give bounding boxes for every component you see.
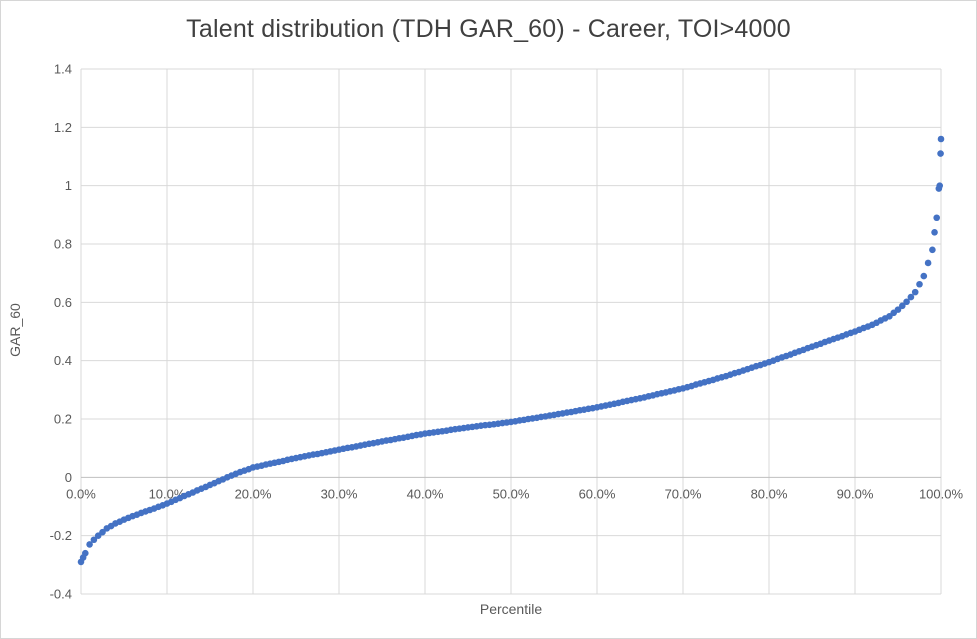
data-point: [899, 302, 906, 310]
data-point: [907, 293, 915, 301]
y-tick-label: 1.4: [54, 62, 72, 77]
data-point: [90, 536, 98, 544]
y-tick-label: 0.2: [54, 412, 72, 427]
y-tick-label: 0: [65, 470, 72, 485]
x-axis-title: Percentile: [479, 601, 543, 617]
data-point: [929, 246, 936, 254]
x-tick-label: 0.0%: [66, 486, 96, 501]
data-point: [99, 528, 106, 536]
y-tick-label: 0.6: [54, 295, 72, 310]
chart-title: Talent distribution (TDH GAR_60) - Caree…: [186, 15, 791, 43]
y-tick-label: 0.4: [54, 353, 72, 368]
x-tick-label: 30.0%: [321, 486, 358, 501]
data-point: [937, 135, 945, 143]
data-point: [903, 298, 910, 306]
x-tick-label: 100.0%: [919, 486, 964, 501]
data-point: [894, 306, 902, 313]
x-tick-label: 80.0%: [751, 486, 788, 501]
data-point: [931, 229, 938, 236]
y-tick-label: 1: [65, 178, 72, 193]
data-point: [933, 214, 940, 222]
data-point: [916, 280, 923, 288]
x-tick-label: 50.0%: [493, 486, 530, 501]
x-tick-label: 40.0%: [407, 486, 444, 501]
x-tick-label: 70.0%: [665, 486, 702, 501]
y-tick-label: 0.8: [54, 237, 72, 252]
y-tick-label: 1.2: [54, 120, 72, 135]
data-point: [924, 259, 932, 267]
data-point: [937, 150, 944, 157]
data-point: [911, 288, 919, 296]
data-point: [82, 549, 89, 557]
x-tick-label: 20.0%: [235, 486, 272, 501]
data-point: [920, 272, 928, 280]
y-tick-label: -0.4: [50, 587, 72, 602]
data-point: [936, 182, 944, 189]
data-point: [86, 541, 93, 548]
x-tick-label: 60.0%: [579, 486, 616, 501]
y-tick-label: -0.2: [50, 528, 72, 543]
x-tick-label: 90.0%: [837, 486, 874, 501]
